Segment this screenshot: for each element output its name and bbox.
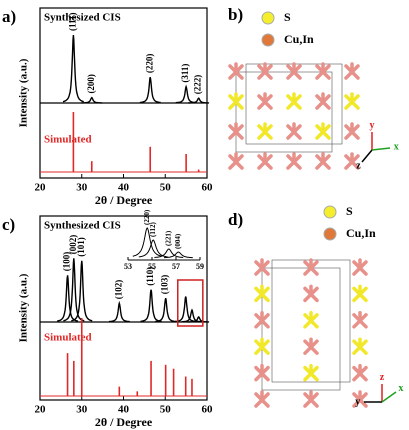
panel-label: c) <box>2 215 15 234</box>
axis-name: y <box>370 120 375 131</box>
x-tick-label: 60 <box>202 182 214 194</box>
atom <box>288 94 300 108</box>
legend-label: S <box>284 10 291 24</box>
axis-arrow <box>372 148 390 150</box>
x-tick-label: 20 <box>35 404 47 416</box>
legend-swatch <box>324 228 336 240</box>
axis-name: y <box>355 396 360 407</box>
inset-peak-label: (004) <box>174 233 182 249</box>
peak-label: (111) <box>67 12 77 31</box>
atom <box>354 366 366 380</box>
atom <box>305 339 317 353</box>
y-axis-label: Intensity (a.u.) <box>18 58 30 127</box>
x-tick-label: 50 <box>160 182 172 194</box>
series-name: Synthesized CIS <box>44 220 121 232</box>
peak <box>81 98 102 103</box>
peak <box>155 298 176 321</box>
atom <box>288 64 300 78</box>
axis-arrow <box>362 150 372 162</box>
panel-label: a) <box>2 7 16 26</box>
peak <box>141 290 162 322</box>
x-tick-label: 30 <box>76 404 88 416</box>
atom <box>354 313 366 327</box>
peak <box>188 98 209 103</box>
inset-tick-label: 53 <box>124 262 132 271</box>
legend-label: Cu,In <box>346 226 376 240</box>
inset-peak <box>139 240 168 257</box>
inset-peak-label: (221) <box>164 230 172 246</box>
atom <box>259 154 271 168</box>
atom <box>346 124 358 138</box>
x-axis-label: 2θ / Degree <box>95 415 153 429</box>
atom <box>230 154 242 168</box>
inset-tick-label: 55 <box>148 262 156 271</box>
series-name: Simulated <box>44 134 92 146</box>
atom <box>354 260 366 274</box>
x-tick-label: 60 <box>202 404 214 416</box>
legend-label: Cu,In <box>284 32 314 46</box>
atom <box>317 94 329 108</box>
legend-label: S <box>346 204 353 218</box>
peak <box>140 77 161 102</box>
axis-name: z <box>356 160 361 171</box>
axis-arrow <box>382 392 396 402</box>
atom <box>354 339 366 353</box>
figure: a) Intensity (a.u.) 2θ / Degree 20 30 40 50 60 S… <box>0 0 409 430</box>
axis-name: x <box>394 142 399 153</box>
atom <box>259 94 271 108</box>
atom <box>259 64 271 78</box>
atom <box>288 154 300 168</box>
atom <box>259 124 271 138</box>
peak-label: (101) <box>76 237 86 257</box>
panel-label: b) <box>228 5 243 24</box>
axis-name: x <box>398 383 403 394</box>
atom <box>317 64 329 78</box>
legend-swatch <box>262 34 274 46</box>
x-axis-label: 2θ / Degree <box>95 193 153 207</box>
peak-label: (222) <box>193 75 203 95</box>
cell-edge <box>262 268 340 390</box>
y-axis-label: Intensity (a.u.) <box>18 273 30 342</box>
x-tick-label: 20 <box>35 182 47 194</box>
x-tick-label: 50 <box>160 404 172 416</box>
atom <box>256 392 268 406</box>
x-tick-label: 40 <box>118 404 130 416</box>
atom <box>305 313 317 327</box>
inset-tick-label: 59 <box>196 262 204 271</box>
x-tick-label: 30 <box>76 182 88 194</box>
peak-label: (220) <box>144 54 154 74</box>
panel-label: d) <box>228 210 243 229</box>
series-name: Synthesized CIS <box>44 12 121 24</box>
peak-label: (103) <box>160 275 170 295</box>
peak-label: (102) <box>113 280 123 300</box>
peak-label: (311) <box>180 64 190 83</box>
legend-swatch <box>262 12 274 24</box>
inset-tick-label: 57 <box>172 262 180 271</box>
peak-label: (200) <box>86 74 96 94</box>
axis-name: z <box>380 372 385 383</box>
peak <box>109 303 130 321</box>
atom <box>346 64 358 78</box>
atom <box>305 260 317 274</box>
x-tick-label: 40 <box>118 182 130 194</box>
atom <box>288 124 300 138</box>
atom <box>305 366 317 380</box>
peak <box>63 35 84 102</box>
atom <box>305 286 317 300</box>
atom <box>317 154 329 168</box>
inset-peak <box>133 228 162 256</box>
atom <box>305 392 317 406</box>
atom <box>317 124 329 138</box>
plot-frame <box>40 8 207 178</box>
legend-swatch <box>324 206 336 218</box>
atom <box>346 94 358 108</box>
inset-peak-label: (112) <box>149 222 157 237</box>
series-name: Simulated <box>44 332 92 344</box>
cell-edge <box>236 72 332 152</box>
atom <box>354 286 366 300</box>
